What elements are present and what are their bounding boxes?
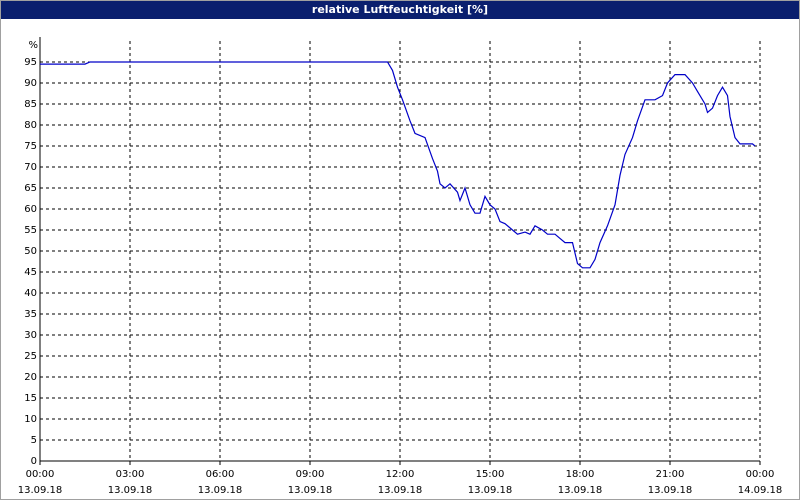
y-tick-label: 70	[24, 162, 37, 173]
x-tick-label: 06:00	[206, 469, 235, 480]
x-tick-label: 13.09.18	[648, 485, 693, 496]
y-tick-label: 45	[24, 267, 37, 278]
y-tick-label: 30	[24, 330, 37, 341]
y-tick-label: 75	[24, 141, 37, 152]
data-line	[40, 61, 756, 269]
x-tick-label: 13.09.18	[558, 485, 603, 496]
chart: % 0 5 10 15 20 25 30 35 40 45 50 55 60 65 70 75 80 85 90 95…	[18, 37, 783, 496]
x-tick-label: 13.09.18	[468, 485, 513, 496]
x-tick-label: 13.09.18	[378, 485, 423, 496]
y-tick-label: 65	[24, 183, 37, 194]
x-tick-label: 00:00	[746, 469, 775, 480]
y-axis-label: %	[28, 40, 38, 51]
x-tick-label: 13.09.18	[108, 485, 153, 496]
x-tick-label: 13.09.18	[198, 485, 243, 496]
y-tick-label: 25	[24, 351, 37, 362]
y-tick-label: 80	[24, 120, 37, 131]
y-tick-label: 50	[24, 246, 37, 257]
y-tick-label: 60	[24, 204, 37, 215]
x-tick-label: 15:00	[476, 469, 505, 480]
y-tick-label: 35	[24, 309, 37, 320]
x-tick-label: 13.09.18	[288, 485, 333, 496]
x-tick-label: 12:00	[386, 469, 415, 480]
y-tick-label: 0	[31, 456, 37, 467]
x-tick-label: 09:00	[296, 469, 325, 480]
x-tick-label: 21:00	[656, 469, 685, 480]
y-tick-label: 95	[24, 57, 37, 68]
y-tick-label: 90	[24, 78, 37, 89]
y-tick-label: 5	[31, 435, 37, 446]
x-tick-label: 00:00	[26, 469, 55, 480]
y-tick-label: 40	[24, 288, 37, 299]
y-tick-label: 20	[24, 372, 37, 383]
x-tick-label: 14.09.18	[738, 485, 783, 496]
chart-title: relative Luftfeuchtigkeit [%]	[1, 1, 799, 19]
x-tick-label: 18:00	[566, 469, 595, 480]
y-tick-label: 10	[24, 414, 37, 425]
x-tick-label: 13.09.18	[18, 485, 63, 496]
y-tick-label: 55	[24, 225, 37, 236]
y-tick-label: 15	[24, 393, 37, 404]
y-tick-label: 85	[24, 99, 37, 110]
x-tick-label: 03:00	[116, 469, 145, 480]
